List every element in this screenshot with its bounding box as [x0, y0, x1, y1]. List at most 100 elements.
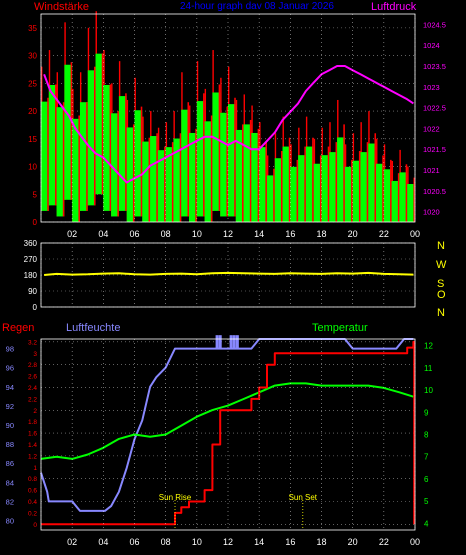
wind-y-tick-label: 15 — [28, 135, 37, 144]
x-tick-label: 08 — [161, 229, 171, 239]
wind-speed-bar — [111, 113, 119, 217]
wind-speed-bar — [235, 129, 244, 222]
wind-speed-bar — [368, 143, 377, 222]
rain-y-tick-label: 1.6 — [28, 431, 37, 438]
wind-speed-bar — [72, 118, 80, 222]
rain-y-tick-label: 0 — [33, 522, 37, 529]
wind-gust-bar — [413, 177, 415, 222]
humidity-spike-bar — [229, 335, 233, 349]
rain-y-tick-label: 3.2 — [28, 339, 37, 346]
wind-gust-bar — [366, 142, 369, 222]
pressure-y-tick-label: 1020.5 — [423, 187, 446, 196]
wind-speed-bar — [298, 155, 306, 222]
wind-y-tick-label: 25 — [28, 79, 37, 88]
x-tick-label: 02 — [67, 229, 77, 239]
wind-gust-bar — [273, 168, 275, 222]
compass-labels: N W S O N — [436, 240, 447, 319]
wind-gust-bar — [203, 93, 205, 217]
wind-gust-bar — [226, 106, 228, 217]
wind-gust-bar — [218, 84, 221, 211]
temperature-y-tick-label: 4 — [424, 519, 429, 528]
wind-gust-bar — [397, 173, 400, 222]
humidity-y-tick-label: 86 — [6, 459, 14, 468]
pressure-y-tick-label: 1022 — [423, 124, 440, 133]
wind-y-tick-label: 10 — [28, 163, 37, 172]
wind-speed-bar — [259, 147, 267, 222]
pressure-y-tick-label: 1021.5 — [423, 145, 446, 154]
wind-gust-bar — [55, 84, 57, 206]
wind-speed-bar — [407, 184, 415, 222]
humidity-spike-bar — [215, 335, 219, 349]
x-tick-label: 04 — [98, 537, 108, 547]
rain-y-tick-label: 0.2 — [28, 510, 37, 517]
wind-gust-bar — [125, 93, 127, 211]
rain-y-tick-label: 2.8 — [28, 362, 37, 369]
wind-gust-bar — [312, 137, 314, 222]
wind-gust-bar — [296, 159, 299, 222]
temperature-y-tick-label: 5 — [424, 497, 429, 506]
wind-gust-bar — [109, 84, 112, 211]
plot-frame — [40, 13, 416, 223]
temperature-y-tick-label: 9 — [424, 408, 429, 417]
rain-y-tick-label: 1 — [33, 465, 37, 472]
wind-gust-bar — [171, 142, 174, 222]
wind-speed-bar — [48, 84, 57, 206]
wind-gust-bar — [117, 111, 119, 217]
wind-y-tick-label: 0 — [33, 218, 38, 227]
rain-y-tick-label: 2.6 — [28, 374, 37, 381]
wind-y-tick-label: 30 — [28, 52, 37, 61]
wind-gust-bar — [148, 137, 151, 222]
x-tick-label: 18 — [316, 537, 326, 547]
x-tick-label: 22 — [379, 229, 389, 239]
pressure-y-tick-label: 1024 — [423, 41, 440, 50]
humidity-y-tick-label: 80 — [6, 516, 14, 525]
wind-speed-bar — [134, 110, 143, 217]
wind-gust-bar — [288, 137, 291, 222]
temperature-y-tick-label: 8 — [424, 431, 429, 440]
x-tick-label: 14 — [254, 537, 264, 547]
humidity-y-tick-label: 98 — [6, 345, 14, 354]
compass-n-top: N — [437, 240, 445, 252]
humidity-axis-title: Luftfeuchte — [66, 322, 120, 334]
wind-gust-bar — [374, 133, 377, 222]
rain-axis-title: Regen — [2, 322, 34, 334]
humidity-y-tick-label: 88 — [6, 440, 14, 449]
wind-gust-bar — [242, 124, 244, 222]
humidity-y-tick-label: 82 — [6, 497, 14, 506]
wind-speed-bar — [118, 96, 127, 211]
temperature-y-tick-label: 11 — [424, 364, 433, 373]
x-tick-label: 20 — [348, 537, 358, 547]
temperature-axis-title: Temperatur — [312, 322, 368, 334]
wind-gust-bar — [70, 62, 73, 200]
temperature-y-tick-label: 10 — [424, 386, 433, 395]
wind-gust-bar — [280, 151, 283, 222]
humidity-y-tick-label: 94 — [6, 383, 14, 392]
pressure-y-tick-label: 1022.5 — [423, 104, 446, 113]
wind-gust-bar — [164, 146, 166, 222]
wind-speed-bar — [344, 166, 353, 222]
wind-y-tick-label: 35 — [28, 24, 37, 33]
rain-y-tick-label: 2.4 — [28, 385, 37, 392]
pressure-y-tick-label: 1020 — [423, 208, 440, 217]
wind-gust-bar — [358, 151, 361, 222]
wind-gust-bar — [343, 124, 345, 222]
wind-speed-bar — [391, 180, 400, 222]
wind-gust-bar — [234, 97, 236, 217]
humidity-y-tick-label: 92 — [6, 402, 14, 411]
wind-speed-bar — [87, 70, 96, 206]
wind-gust-bar — [390, 159, 392, 222]
wind-gust-bar — [327, 146, 330, 222]
wind-pressure-panel: 0510152025303510201020.510211021.5102210… — [28, 11, 446, 239]
x-tick-label: 14 — [254, 229, 264, 239]
wind-gust-bar — [78, 115, 80, 222]
compass-w: W — [436, 259, 447, 271]
wind-gust-bar — [382, 155, 384, 222]
wind-speed-bar — [142, 141, 151, 222]
x-tick-label: 00 — [410, 229, 420, 239]
plot-frame — [40, 242, 416, 308]
x-tick-label: 04 — [98, 229, 108, 239]
pressure-y-tick-label: 1023.5 — [423, 62, 446, 71]
plot-frame — [40, 338, 416, 531]
